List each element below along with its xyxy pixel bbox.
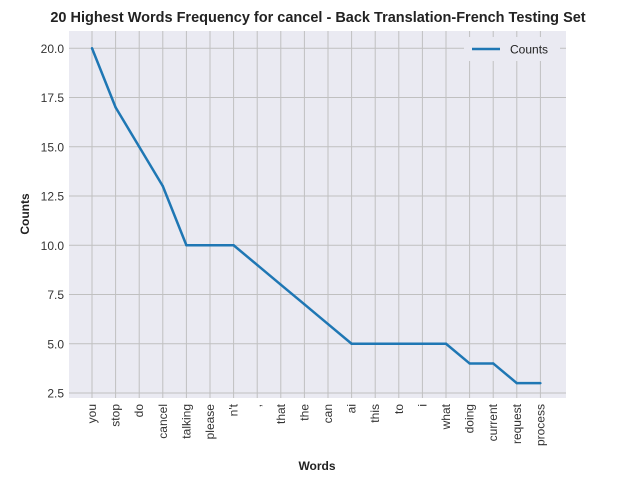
x-tick-label: process [533,404,547,446]
x-tick-label: ai [345,404,359,413]
data-point [326,322,330,326]
y-tick-label: 10.0 [41,239,65,253]
y-tick-label: 20.0 [41,42,65,56]
x-axis-label: Words [298,459,335,473]
x-tick-label: this [368,404,382,423]
data-point [232,244,235,247]
grid-lines [69,31,566,398]
x-axis-ticks: you stop do cancel talking please n't, that the c… [85,403,547,446]
x-tick-label: the [297,404,311,421]
series-layer [90,47,542,385]
data-point [303,303,306,306]
y-tick-label: 17.5 [41,91,65,105]
x-tick-label: can [321,404,335,423]
y-tick-label: 2.5 [47,387,64,401]
data-point [492,362,495,365]
plot-area [69,31,566,398]
x-tick-label: please [203,404,217,440]
data-point [515,381,518,385]
x-tick-label: request [510,403,524,444]
data-point [256,263,259,267]
x-tick-label: do [132,404,146,418]
legend: Counts [464,37,560,61]
x-tick-label: talking [179,404,193,439]
data-point [374,342,377,345]
x-tick-label: cancel [156,404,170,439]
data-point [90,47,94,50]
x-tick-label: what [439,403,453,430]
data-point [208,244,212,247]
x-tick-label: n't [227,403,241,416]
x-tick-label: to [392,404,406,414]
data-point [444,342,448,345]
y-tick-label: 15.0 [41,140,65,154]
data-point [185,244,188,247]
data-point [397,342,400,345]
data-point [468,362,471,365]
x-tick-label: , [250,404,264,407]
series-line [90,47,541,385]
x-tick-label: stop [109,404,123,427]
y-tick-label: 7.5 [47,288,64,302]
y-tick-label: 5.0 [47,337,64,351]
data-point [539,381,542,385]
y-tick-label: 12.5 [41,190,65,204]
x-tick-label: you [85,404,99,423]
y-axis-ticks: 2.5 5.0 7.5 10.0 12.5 15.0 17.5 20.0 [41,42,65,401]
data-point [138,145,141,148]
data-point [161,184,164,188]
data-point [114,106,117,109]
data-point [279,283,282,286]
y-axis-label: Counts [18,193,32,235]
legend-label: Counts [510,43,548,57]
data-point [421,342,424,345]
x-tick-label: doing [463,404,477,433]
x-tick-label: current [486,403,500,441]
data-point [350,342,353,345]
x-tick-label: that [274,403,288,424]
x-tick-label: i [415,404,429,407]
chart-title: 20 Highest Words Frequency for cancel - … [50,10,585,26]
